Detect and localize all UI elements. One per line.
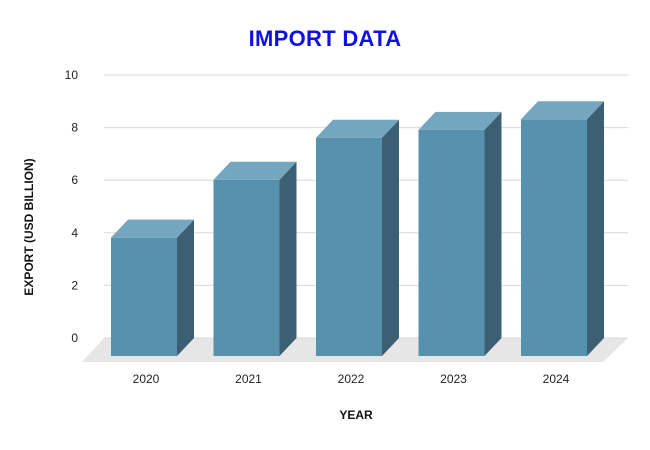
bar-front xyxy=(521,119,587,356)
bar-top xyxy=(418,111,502,130)
y-tick-label: 10 xyxy=(65,68,79,82)
bar-front xyxy=(418,129,485,356)
x-tick-label: 2023 xyxy=(440,372,467,386)
bar-front xyxy=(213,179,280,356)
y-tick-label: 8 xyxy=(71,121,78,135)
y-tick-label: 6 xyxy=(71,173,78,187)
bar-top xyxy=(213,161,297,180)
bar-side xyxy=(382,119,399,357)
y-tick-label: 2 xyxy=(71,278,78,292)
y-tick-label: 4 xyxy=(71,226,78,240)
bar-side xyxy=(279,161,297,356)
x-axis-title: YEAR xyxy=(339,408,373,422)
bar-side xyxy=(484,111,502,356)
bar-top xyxy=(316,119,399,138)
x-tick-label: 2020 xyxy=(133,372,160,386)
bar-top xyxy=(111,219,194,238)
y-tick-label: 0 xyxy=(71,331,78,345)
x-tick-label: 2022 xyxy=(338,372,365,386)
bar-side xyxy=(587,101,604,356)
chart-title: IMPORT DATA xyxy=(248,26,402,51)
bar-front xyxy=(111,237,177,356)
x-tick-label: 2021 xyxy=(235,372,262,386)
bar-top xyxy=(521,101,604,120)
x-tick-label: 2024 xyxy=(543,372,570,386)
bar-side xyxy=(177,219,194,356)
bar-front xyxy=(316,137,382,356)
